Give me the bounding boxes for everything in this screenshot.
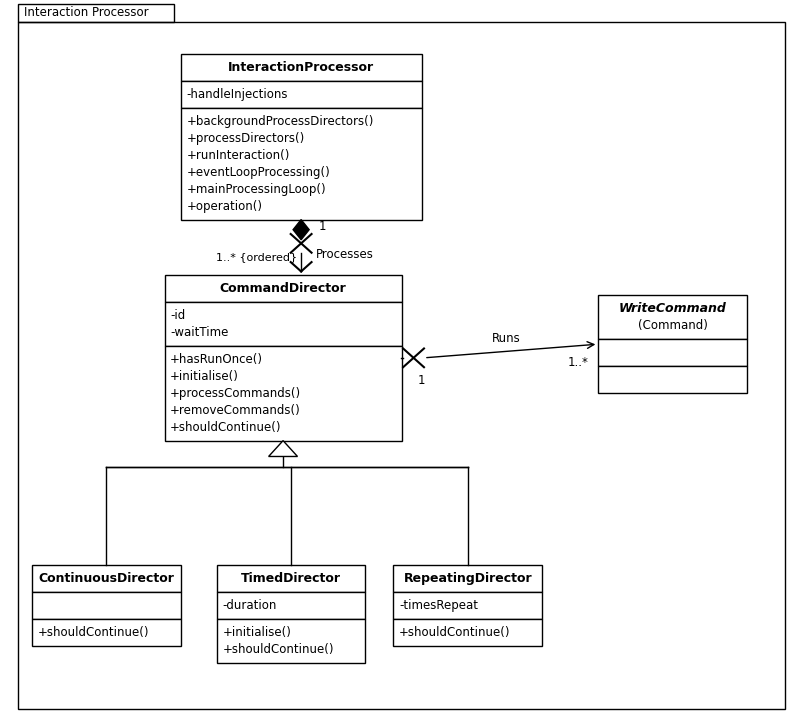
- Text: 1..*: 1..*: [567, 356, 588, 369]
- Text: +shouldContinue(): +shouldContinue(): [38, 626, 149, 639]
- Text: InteractionProcessor: InteractionProcessor: [228, 61, 374, 74]
- Bar: [597, 366, 746, 393]
- Text: +initialise(): +initialise(): [170, 370, 239, 383]
- Text: TimedDirector: TimedDirector: [241, 572, 341, 585]
- Bar: [164, 302, 401, 346]
- Bar: [18, 4, 174, 22]
- Bar: [164, 346, 401, 441]
- Polygon shape: [268, 441, 297, 456]
- Text: -duration: -duration: [222, 599, 277, 612]
- Text: Interaction Processor: Interaction Processor: [24, 6, 148, 19]
- Text: ContinuousDirector: ContinuousDirector: [38, 572, 174, 585]
- Bar: [597, 339, 746, 366]
- Bar: [393, 565, 541, 592]
- Text: +mainProcessingLoop(): +mainProcessingLoop(): [186, 183, 326, 196]
- Text: +shouldContinue(): +shouldContinue(): [170, 420, 282, 433]
- Bar: [32, 619, 180, 647]
- Text: Processes: Processes: [315, 248, 373, 261]
- Bar: [32, 592, 180, 619]
- Text: CommandDirector: CommandDirector: [220, 282, 346, 295]
- Text: RepeatingDirector: RepeatingDirector: [403, 572, 532, 585]
- Text: +initialise(): +initialise(): [222, 626, 291, 639]
- Text: -id: -id: [170, 309, 185, 322]
- Bar: [597, 295, 746, 339]
- Bar: [164, 275, 401, 302]
- Bar: [180, 54, 421, 81]
- Bar: [393, 592, 541, 619]
- Bar: [180, 108, 421, 220]
- Text: Runs: Runs: [491, 332, 520, 345]
- Text: +operation(): +operation(): [186, 199, 262, 212]
- Bar: [217, 619, 365, 663]
- Bar: [180, 81, 421, 108]
- Text: +backgroundProcessDirectors(): +backgroundProcessDirectors(): [186, 115, 373, 128]
- Text: 1..* {ordered}: 1..* {ordered}: [216, 252, 297, 262]
- Text: +shouldContinue(): +shouldContinue(): [399, 626, 510, 639]
- Text: +processCommands(): +processCommands(): [170, 387, 301, 400]
- Text: (Command): (Command): [637, 319, 707, 332]
- Text: WriteCommand: WriteCommand: [618, 302, 726, 315]
- Text: +eventLoopProcessing(): +eventLoopProcessing(): [186, 166, 330, 179]
- Text: -waitTime: -waitTime: [170, 326, 229, 339]
- Text: +shouldContinue(): +shouldContinue(): [222, 643, 334, 656]
- Text: +processDirectors(): +processDirectors(): [186, 132, 304, 145]
- Bar: [217, 565, 365, 592]
- Text: 1: 1: [417, 374, 424, 387]
- Polygon shape: [293, 220, 309, 240]
- Text: +removeCommands(): +removeCommands(): [170, 404, 301, 417]
- Text: 1: 1: [318, 220, 326, 233]
- Text: -timesRepeat: -timesRepeat: [399, 599, 477, 612]
- Text: +hasRunOnce(): +hasRunOnce(): [170, 353, 263, 366]
- Bar: [217, 592, 365, 619]
- Text: -handleInjections: -handleInjections: [186, 88, 287, 101]
- Text: +runInteraction(): +runInteraction(): [186, 149, 290, 162]
- Bar: [32, 565, 180, 592]
- Bar: [393, 619, 541, 647]
